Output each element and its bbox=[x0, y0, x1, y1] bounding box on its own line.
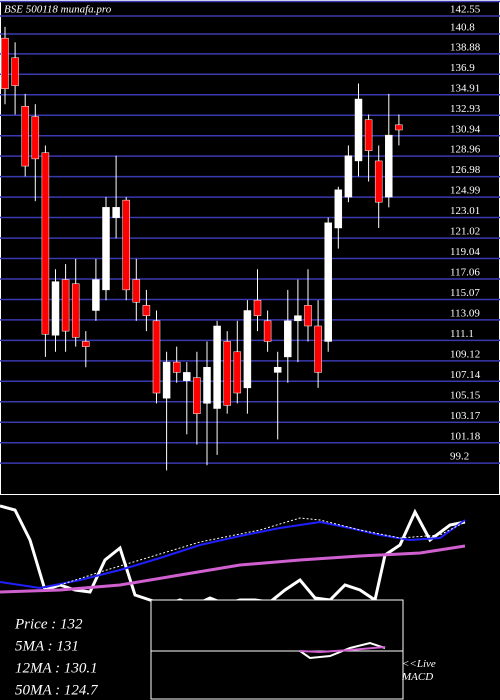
candle-body bbox=[71, 283, 80, 338]
candle-body bbox=[223, 341, 231, 406]
y-tick-label: 117.06 bbox=[450, 266, 480, 278]
macd-label-box: <<Live MACD bbox=[402, 658, 436, 683]
y-tick-label: 142.55 bbox=[450, 4, 481, 16]
ma-line bbox=[0, 519, 466, 590]
info-label: 5MA : 131 bbox=[15, 638, 79, 654]
y-tick-label: 99.2 bbox=[450, 451, 469, 463]
candle-body bbox=[122, 199, 130, 291]
candle-body bbox=[263, 320, 272, 342]
y-tick-label: 111.1 bbox=[450, 328, 474, 340]
candle-body bbox=[193, 377, 201, 414]
candle-body bbox=[314, 325, 322, 373]
candle-body bbox=[112, 207, 120, 218]
candle-body bbox=[51, 281, 60, 336]
candle-body bbox=[364, 119, 373, 151]
macd-lines bbox=[151, 641, 403, 660]
signal-line bbox=[299, 646, 386, 654]
candle-body bbox=[253, 299, 262, 316]
candle-body bbox=[142, 305, 151, 316]
macd-label: <<Live MACD bbox=[402, 658, 436, 683]
candle-body bbox=[334, 189, 343, 229]
y-tick-label: 124.99 bbox=[450, 185, 481, 197]
candle-body bbox=[41, 152, 50, 335]
y-tick-label: 101.18 bbox=[450, 430, 481, 442]
candle-body bbox=[61, 279, 70, 332]
candle-body bbox=[11, 57, 19, 86]
candle-body bbox=[385, 134, 393, 198]
candle-body bbox=[21, 106, 29, 167]
candle-body bbox=[324, 222, 332, 342]
candle-body bbox=[31, 116, 40, 160]
macd-line bbox=[299, 641, 386, 660]
long-ma-line bbox=[0, 544, 466, 594]
y-tick-label: 126.98 bbox=[450, 164, 481, 176]
candle-body bbox=[203, 366, 211, 404]
y-tick-label: 109.12 bbox=[450, 348, 480, 360]
candle-body bbox=[92, 279, 100, 311]
candle-body bbox=[273, 366, 282, 373]
candle-body bbox=[304, 305, 312, 327]
y-tick-label: 132.93 bbox=[450, 103, 481, 115]
y-tick-label: 113.09 bbox=[450, 307, 480, 319]
info-label: 12MA : 130.1 bbox=[15, 660, 98, 676]
candle-body bbox=[233, 351, 242, 394]
candle-body bbox=[213, 325, 221, 409]
y-tick-label: 140.8 bbox=[450, 22, 475, 34]
candle-body bbox=[294, 315, 302, 322]
candle-body bbox=[243, 310, 252, 389]
ma-dotted-line bbox=[59, 517, 466, 586]
info-label: 50MA : 124.7 bbox=[15, 682, 99, 698]
candle-body bbox=[82, 341, 90, 347]
candle-body bbox=[374, 160, 383, 203]
y-tick-label: 128.96 bbox=[450, 144, 481, 156]
y-tick-label: 105.15 bbox=[450, 389, 481, 401]
y-tick-label: 121.02 bbox=[450, 226, 480, 238]
y-tick-label: 130.94 bbox=[450, 123, 481, 135]
candle-body bbox=[102, 207, 110, 291]
y-tick-label: 103.17 bbox=[450, 410, 481, 422]
y-tick-label: 134.91 bbox=[450, 82, 480, 94]
y-tick-label: 138.88 bbox=[450, 41, 481, 53]
candle-body bbox=[284, 320, 292, 358]
candle-body bbox=[395, 124, 403, 131]
candle-body bbox=[162, 361, 171, 399]
candle-body bbox=[132, 279, 141, 303]
y-tick-label: 119.04 bbox=[450, 246, 480, 258]
y-tick-label: 123.01 bbox=[450, 205, 480, 217]
y-tick-label: 136.9 bbox=[450, 62, 475, 74]
chart-title: BSE 500118 munafa.pro bbox=[4, 4, 112, 16]
candle-body bbox=[344, 155, 353, 198]
candle-body bbox=[354, 98, 363, 162]
candle-body bbox=[1, 37, 9, 89]
info-label: Price : 132 bbox=[14, 616, 83, 632]
candle-body bbox=[172, 361, 181, 373]
y-tick-label: 143.95 bbox=[450, 0, 481, 1]
candle-body bbox=[183, 372, 191, 381]
y-tick-label: 115.07 bbox=[450, 287, 480, 299]
y-tick-label: 107.14 bbox=[450, 369, 481, 381]
candle-body bbox=[152, 320, 161, 394]
